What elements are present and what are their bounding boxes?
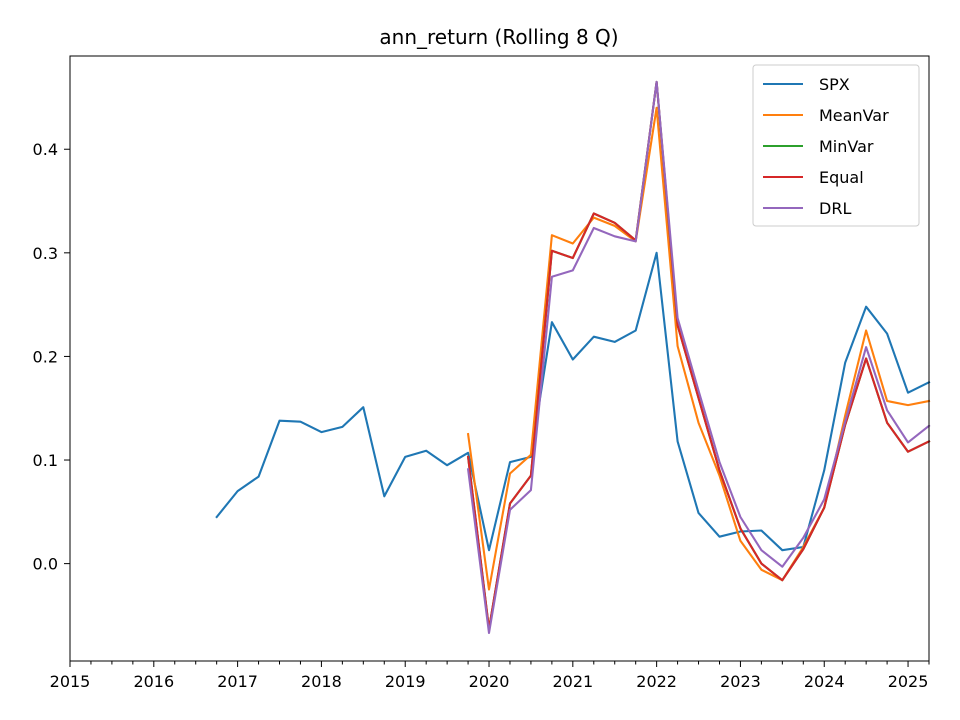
- series-line-drl: [466, 80, 931, 635]
- x-tick-label: 2024: [804, 672, 845, 691]
- y-axis: 0.0 0.1 0.2 0.3 0.4: [33, 140, 70, 574]
- legend-label-spx: SPX: [819, 75, 850, 94]
- x-axis: 2015 2016 2017 2018 2019 2020 2021 2022 2023 2024…: [50, 661, 930, 691]
- legend-label-equal: Equal: [819, 168, 864, 187]
- y-tick-label: 0.4: [33, 140, 58, 159]
- legend-label-meanvar: MeanVar: [819, 106, 889, 125]
- series-line-equal: [466, 80, 931, 630]
- chart-title: ann_return (Rolling 8 Q): [379, 25, 618, 49]
- y-tick-label: 0.0: [33, 555, 58, 574]
- x-tick-label: 2018: [301, 672, 342, 691]
- legend-label-minvar: MinVar: [819, 137, 874, 156]
- x-tick-label: 2021: [552, 672, 593, 691]
- x-tick-label: 2017: [217, 672, 258, 691]
- series-line-spx: [215, 251, 931, 552]
- y-tick-label: 0.2: [33, 347, 58, 366]
- legend: SPX MeanVar MinVar Equal DRL: [752, 64, 920, 227]
- plot-area: [69, 55, 931, 662]
- x-tick-label: 2025: [888, 672, 929, 691]
- y-tick-label: 0.1: [33, 451, 58, 470]
- legend-box: [752, 64, 920, 227]
- x-tick-label: 2019: [385, 672, 426, 691]
- x-tick-label: 2020: [469, 672, 510, 691]
- plot-frame: [69, 55, 930, 662]
- x-tick-label: 2022: [636, 672, 677, 691]
- x-tick-label: 2023: [720, 672, 761, 691]
- series-line-meanvar: [466, 106, 931, 591]
- x-tick-label: 2016: [133, 672, 174, 691]
- legend-label-drl: DRL: [819, 199, 851, 218]
- x-tick-label: 2015: [50, 672, 91, 691]
- y-tick-label: 0.3: [33, 244, 58, 263]
